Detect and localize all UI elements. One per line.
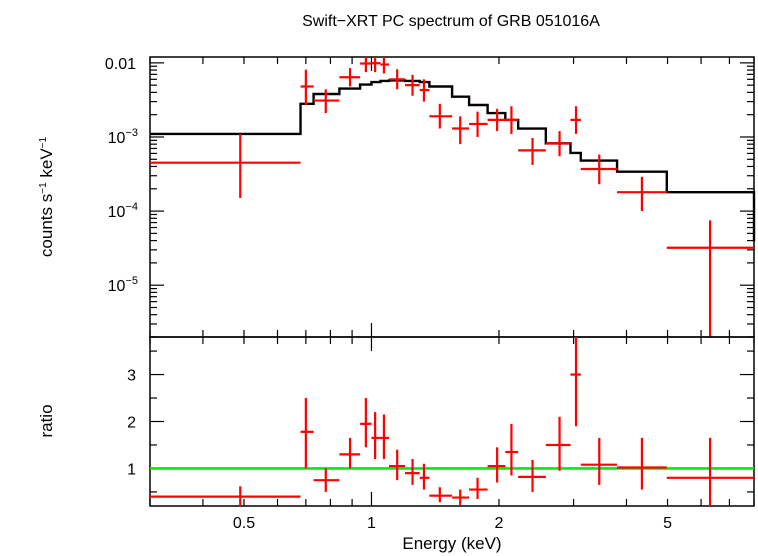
x-tick-label: 0.5 (233, 515, 255, 532)
ratio-y-axis-label: ratio (37, 404, 56, 437)
ratio-point (518, 459, 546, 492)
data-point (518, 137, 546, 165)
ratio-x-tick-labels: 0.5 1 2 5 (233, 515, 672, 532)
spectrum-y-tick-labels: 0.01 10−3 10−4 10−5 (105, 56, 138, 295)
spectrum-data-series (150, 57, 754, 337)
y-tick-label: 10−3 (108, 127, 138, 147)
spectrum-panel: 0.01 10−3 10−4 10−5 (105, 56, 756, 338)
data-point (570, 106, 581, 134)
data-point (666, 220, 754, 337)
data-point (360, 57, 372, 73)
data-point (371, 57, 381, 73)
y-tick-label: 0.01 (105, 56, 136, 73)
y-tick-label: 1 (127, 461, 136, 478)
ratio-point (405, 459, 420, 485)
data-point (389, 69, 406, 90)
ratio-point (545, 416, 571, 471)
x-axis-label: Energy (keV) (402, 534, 501, 553)
data-point (487, 108, 506, 132)
model-step-series (150, 79, 756, 242)
ratio-point (487, 447, 506, 483)
data-point (452, 116, 470, 145)
ratio-point (371, 412, 381, 460)
ratio-point (313, 468, 340, 492)
y-tick-label: 10−4 (108, 201, 138, 221)
ratio-point (339, 437, 361, 469)
data-point (150, 133, 301, 199)
data-point (580, 154, 618, 185)
ratio-point (505, 423, 519, 476)
model-step-line (150, 79, 756, 242)
spectrum-x-ticks (149, 57, 755, 337)
spectrum-y-axis-label: counts s−1 keV−1 (37, 136, 56, 257)
ratio-data-series (150, 337, 754, 506)
ratio-point (360, 398, 372, 448)
ratio-x-ticks (149, 337, 755, 506)
y-tick-label: 2 (127, 415, 136, 432)
data-point (380, 57, 390, 74)
ratio-point (380, 414, 390, 460)
ratio-point (389, 449, 406, 481)
ratio-point (419, 463, 430, 490)
data-point (505, 106, 519, 134)
ratio-point (570, 337, 581, 427)
y-tick-label: 3 (127, 368, 136, 385)
ratio-panel: 1 2 3 0.5 1 2 5 (127, 336, 755, 532)
x-tick-label: 1 (367, 515, 376, 532)
ratio-point (300, 398, 314, 469)
data-point (405, 74, 420, 96)
ratio-point (580, 437, 618, 485)
ratio-point (666, 437, 754, 506)
data-point (429, 103, 453, 129)
chart-title: Swift−XRT PC spectrum of GRB 051016A (302, 13, 600, 30)
ratio-point (150, 486, 301, 506)
spectrum-y-ticks (150, 62, 754, 338)
ratio-y-tick-labels: 1 2 3 (127, 368, 136, 479)
data-point (419, 79, 430, 102)
data-point (469, 111, 488, 137)
data-point (339, 68, 361, 87)
x-tick-label: 2 (495, 515, 504, 532)
ratio-point (469, 477, 488, 499)
ratio-y-ticks (150, 350, 754, 493)
data-point (300, 69, 314, 106)
ratio-point (429, 487, 453, 503)
ratio-point (617, 437, 667, 490)
ratio-plot-frame (149, 336, 755, 507)
y-tick-label: 10−5 (108, 275, 138, 295)
data-point (313, 89, 340, 114)
data-point (617, 176, 667, 212)
x-tick-label: 5 (663, 515, 672, 532)
data-point (545, 131, 571, 157)
ratio-point (452, 489, 470, 506)
